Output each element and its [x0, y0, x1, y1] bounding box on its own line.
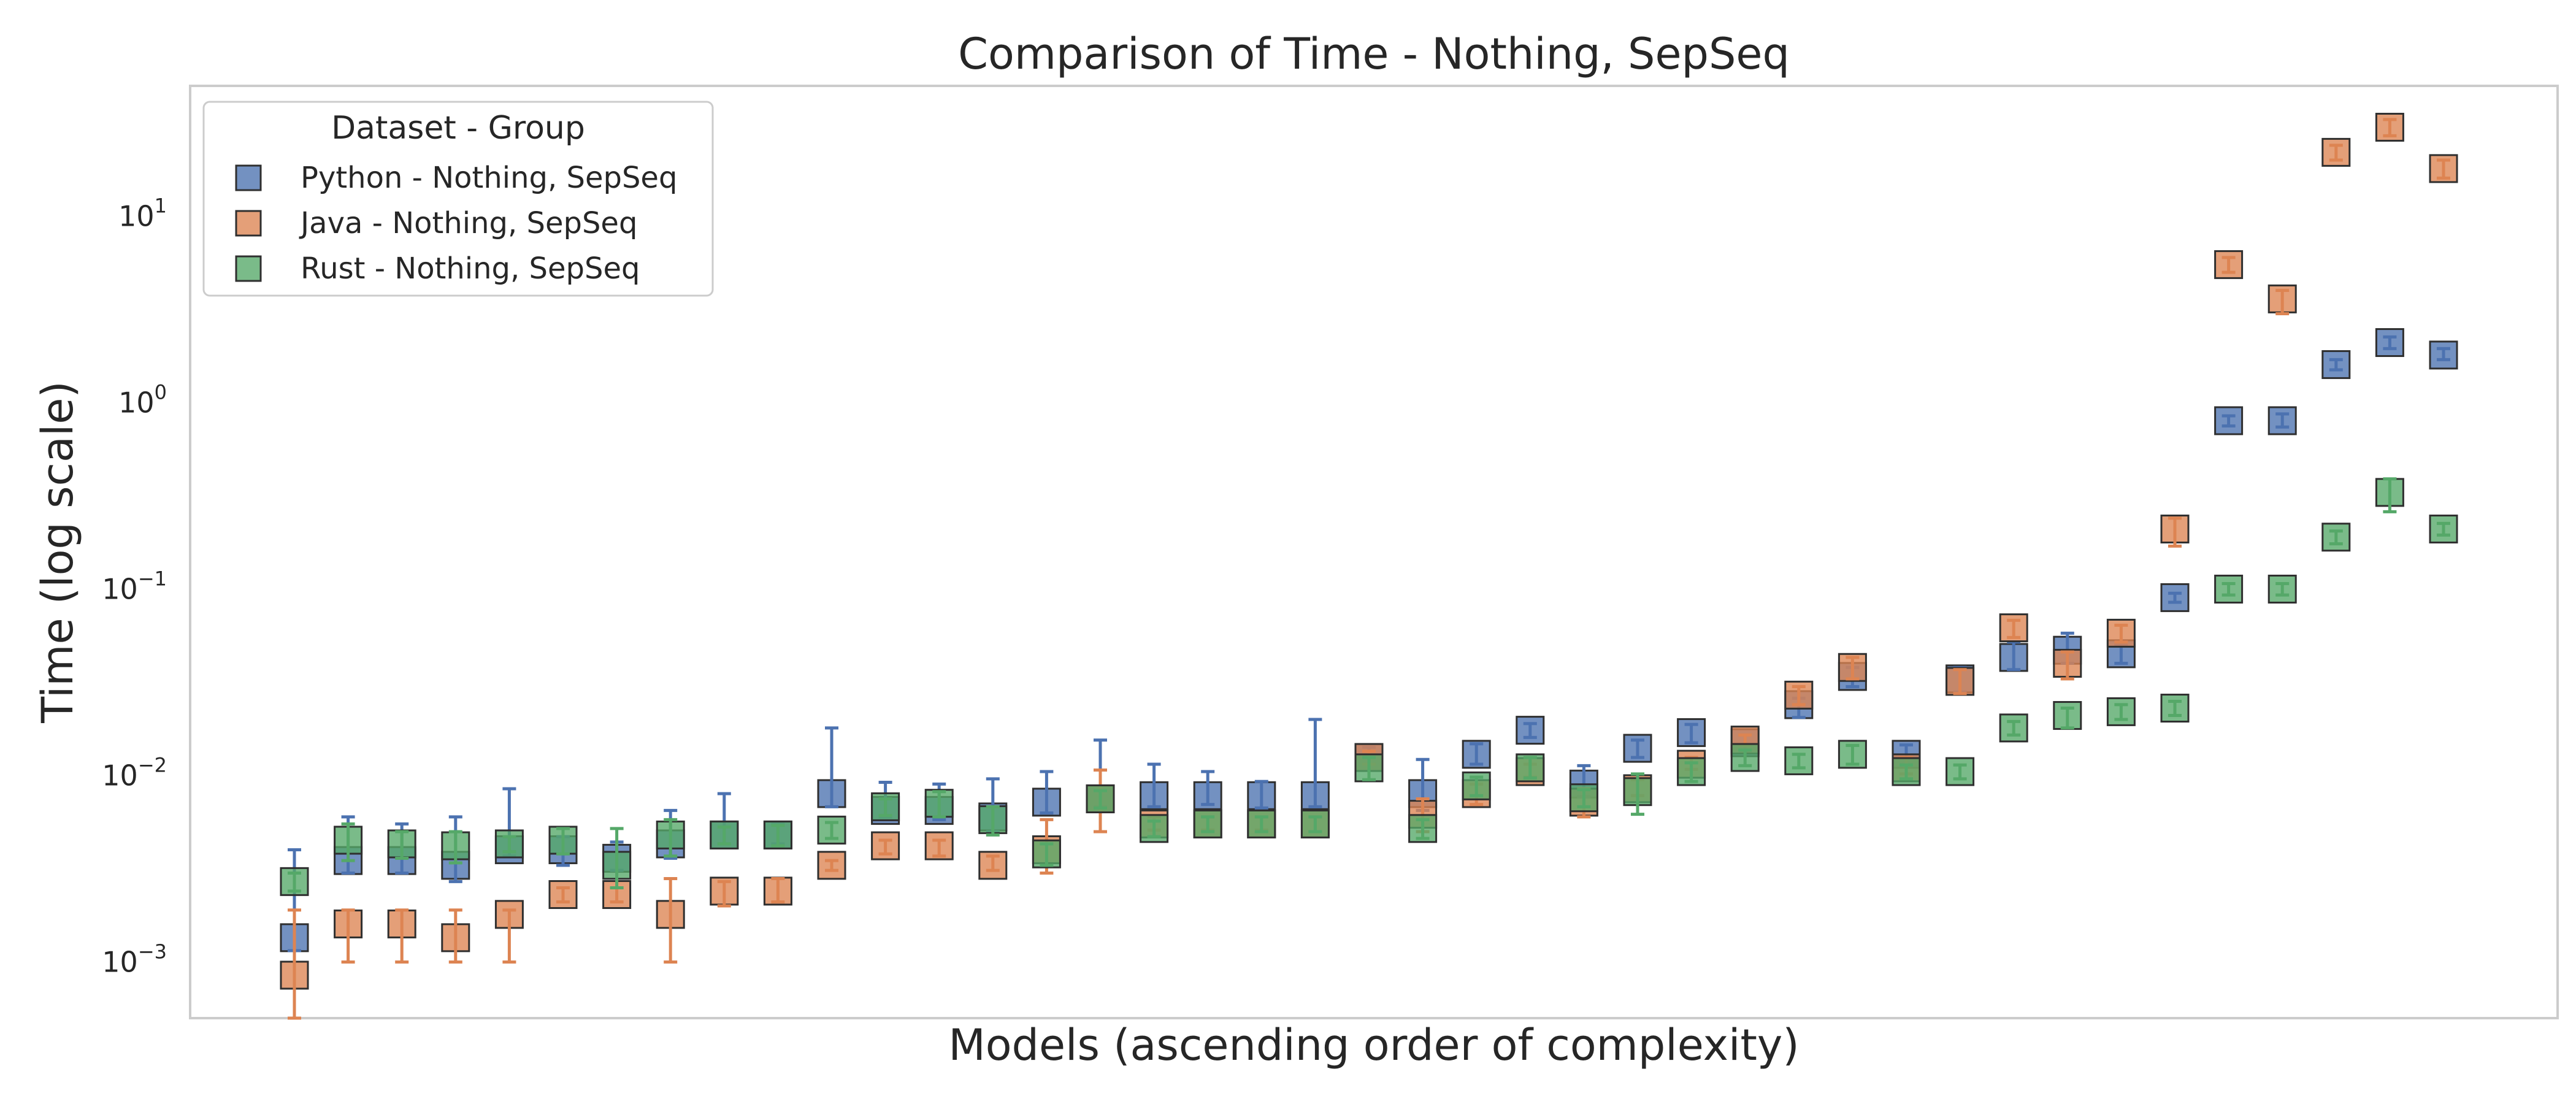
- data-point: [1784, 746, 1814, 775]
- legend-marker: [235, 255, 262, 282]
- x-axis-label: Models (ascending order of complexity): [948, 1020, 1799, 1070]
- y-axis-label: Time (log scale): [33, 381, 83, 724]
- legend-marker: [235, 210, 262, 237]
- legend-title: Dataset - Group: [331, 110, 585, 147]
- y-tick-label: 101: [118, 194, 167, 232]
- y-tick-label: 10−2: [102, 753, 167, 792]
- legend-label: Rust - Nothing, SepSeq: [301, 251, 640, 286]
- legend-items: Python - Nothing, SepSeq Java - Nothing, …: [235, 161, 677, 286]
- legend-marker: [235, 164, 262, 191]
- data-marks: [280, 112, 2458, 1020]
- data-point: [1516, 716, 1545, 745]
- data-point: [2267, 406, 2297, 435]
- y-axis-ticks: 10−3 10−2 10−1 100 101: [102, 194, 167, 978]
- plot-area-frame: [189, 85, 2559, 1019]
- legend: Dataset - Group Python - Nothing, SepSeq…: [202, 101, 714, 297]
- legend-label: Python - Nothing, SepSeq: [301, 161, 677, 195]
- y-tick-label: 100: [118, 380, 167, 419]
- legend-label: Java - Nothing, SepSeq: [299, 206, 637, 240]
- data-point: [2321, 523, 2351, 552]
- y-tick-label: 10−1: [102, 567, 167, 605]
- y-tick-label: 10−3: [102, 940, 167, 978]
- legend-frame: [202, 101, 714, 297]
- series-group: [280, 477, 2458, 896]
- data-point: [817, 851, 846, 880]
- chart-title: Comparison of Time - Nothing, SepSeq: [958, 29, 1790, 79]
